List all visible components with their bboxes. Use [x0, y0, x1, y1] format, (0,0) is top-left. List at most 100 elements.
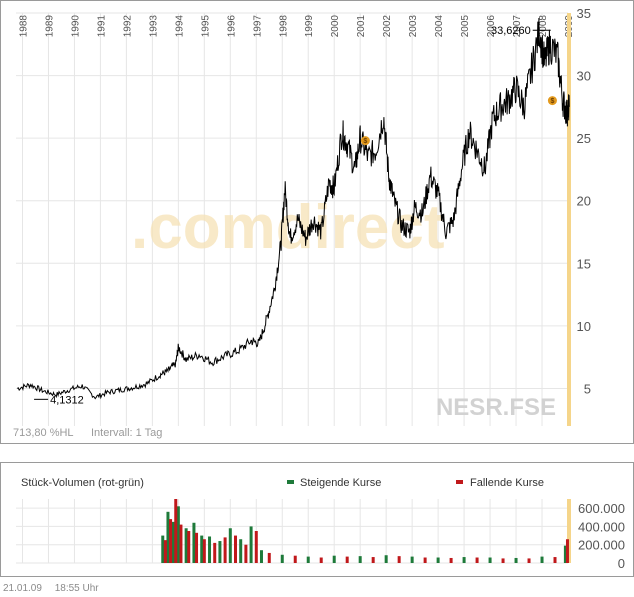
- volume-bar-falling: [179, 524, 183, 563]
- max-price-label: 33,6260: [491, 25, 531, 37]
- volume-bar-rising: [436, 557, 440, 563]
- volume-bar-rising: [514, 557, 518, 563]
- price-x-tick-label: 1990: [70, 15, 81, 38]
- volume-current-marker: [567, 499, 571, 563]
- volume-y-tick-label: 0: [618, 556, 625, 571]
- volume-bar-falling: [553, 557, 557, 563]
- price-x-tick-label: 2004: [434, 15, 445, 38]
- volume-bar-falling: [475, 557, 479, 563]
- price-x-tick-label: 1998: [278, 15, 289, 38]
- volume-bar-falling: [187, 531, 191, 563]
- volume-bar-rising: [184, 528, 188, 563]
- volume-y-tick-label: 200.000: [578, 538, 625, 553]
- volume-chart: Stück-Volumen (rot-grün) Steigende Kurse…: [16, 477, 625, 571]
- dividend-icon[interactable]: $: [547, 96, 557, 106]
- footer-time: 18:55 Uhr: [54, 583, 99, 594]
- volume-bar-falling: [449, 557, 453, 563]
- price-x-tick-label: 1993: [148, 15, 159, 38]
- volume-bar-rising: [239, 539, 243, 563]
- price-x-tick-label: 1996: [226, 15, 237, 38]
- price-x-tick-label: 1999: [304, 15, 315, 38]
- legend-falling-swatch: [456, 480, 463, 484]
- volume-bar-rising: [208, 536, 212, 563]
- legend-falling-label: Fallende Kurse: [470, 477, 544, 489]
- volume-bar-rising: [176, 506, 180, 563]
- interval-label: Intervall: 1 Tag: [91, 427, 162, 439]
- volume-bar-rising: [358, 556, 362, 563]
- price-grid: [16, 12, 569, 426]
- price-line: [16, 17, 570, 400]
- volume-bar-rising: [192, 522, 196, 563]
- volume-bar-falling: [293, 555, 297, 563]
- volume-bar-falling: [234, 535, 238, 563]
- footer-date: 21.01.09: [3, 583, 42, 594]
- dividend-icon[interactable]: $: [360, 136, 370, 146]
- volume-bar-rising: [249, 526, 253, 563]
- price-y-tick-label: 20: [577, 194, 591, 209]
- price-x-tick-label: 1997: [252, 15, 263, 38]
- price-chart: .comdirect NESR.FSE 1988 1989 1990 1991 1992…: [13, 6, 591, 439]
- volume-bar-falling: [267, 552, 271, 563]
- price-x-tick-label: 2000: [330, 15, 341, 38]
- price-x-tick-label: 2002: [382, 15, 393, 38]
- volume-bar-falling: [195, 532, 199, 563]
- volume-bar-falling: [565, 539, 569, 563]
- volume-bar-falling: [319, 557, 323, 563]
- price-y-tick-label: 15: [577, 256, 591, 271]
- volume-bar-falling: [213, 542, 217, 563]
- price-x-tick-label: 2001: [356, 15, 367, 38]
- volume-bar-rising: [306, 556, 310, 563]
- volume-bar-rising: [161, 535, 165, 563]
- price-x-tick-label: 2003: [408, 15, 419, 38]
- price-y-tick-label: 10: [577, 319, 591, 334]
- price-x-tick-label: 1995: [200, 15, 211, 38]
- volume-chart-panel: Stück-Volumen (rot-grün) Steigende Kurse…: [0, 462, 634, 577]
- volume-bar-falling: [501, 558, 505, 563]
- price-y-tick-label: 30: [577, 69, 591, 84]
- volume-bar-rising: [280, 554, 284, 563]
- volume-bar-falling: [371, 557, 375, 563]
- volume-y-ticks: 0 200.000 400.000 600.000: [578, 501, 625, 571]
- volume-bar-falling: [345, 556, 349, 563]
- footer-timestamp: 21.01.09 18:55 Uhr: [3, 583, 109, 594]
- volume-bar-falling: [244, 544, 248, 563]
- price-x-tick-label: 2007: [512, 15, 523, 38]
- volume-bar-falling: [169, 519, 173, 563]
- current-price-marker: [567, 13, 571, 426]
- volume-bar-rising: [166, 511, 170, 563]
- volume-bar-rising: [563, 545, 567, 563]
- price-x-tick-label: 1992: [122, 15, 133, 38]
- volume-bar-rising: [200, 535, 204, 563]
- volume-grid: [16, 499, 569, 564]
- volume-bar-falling: [174, 499, 178, 563]
- price-y-ticks: 5 10 15 20 25 30 35: [577, 6, 591, 396]
- volume-bar-rising: [410, 556, 414, 563]
- price-x-tick-label: 2006: [486, 15, 497, 38]
- price-x-tick-label: 2008: [538, 15, 549, 38]
- watermark-symbol: NESR.FSE: [436, 394, 556, 421]
- volume-bar-falling: [423, 557, 427, 563]
- volume-bar-rising: [171, 521, 175, 563]
- percent-high-low: 713,80 %HL: [13, 427, 74, 439]
- volume-bar-rising: [259, 550, 263, 563]
- volume-bar-falling: [254, 531, 258, 563]
- volume-title: Stück-Volumen (rot-grün): [21, 477, 144, 489]
- volume-bar-falling: [223, 537, 227, 563]
- min-price-label: 4,1312: [50, 394, 84, 406]
- price-y-tick-label: 35: [577, 6, 591, 21]
- price-x-tick-label: 1989: [44, 15, 55, 38]
- volume-bar-rising: [228, 528, 232, 563]
- price-y-tick-label: 25: [577, 131, 591, 146]
- price-x-tick-label: 1994: [174, 15, 185, 38]
- price-x-tick-label: 1988: [18, 15, 29, 38]
- legend-rising-label: Steigende Kurse: [300, 477, 381, 489]
- price-y-tick-label: 5: [584, 381, 591, 396]
- price-x-tick-label: 1991: [96, 15, 107, 38]
- volume-bar-falling: [397, 556, 401, 563]
- volume-bar-rising: [488, 557, 492, 563]
- volume-bars: [161, 499, 569, 563]
- volume-bar-falling: [163, 540, 167, 563]
- watermark-brand: .comdirect: [131, 193, 445, 262]
- volume-bar-rising: [332, 555, 336, 563]
- legend-rising-swatch: [287, 480, 294, 484]
